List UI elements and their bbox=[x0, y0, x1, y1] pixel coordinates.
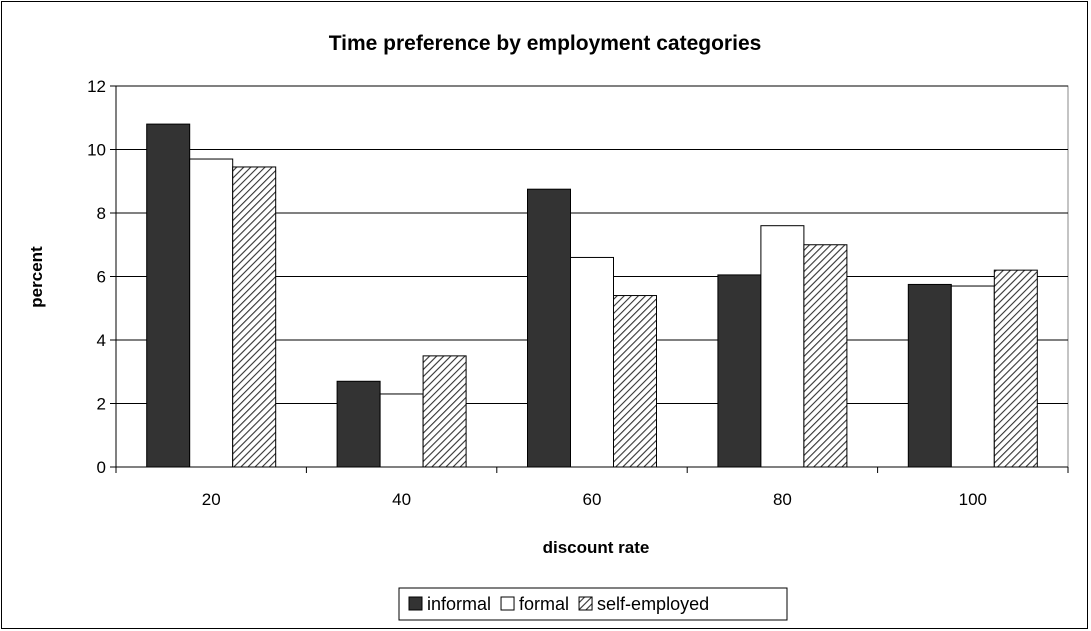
bar-formal-40 bbox=[380, 394, 423, 467]
x-tick-label: 40 bbox=[392, 490, 411, 509]
bar-formal-20 bbox=[190, 159, 233, 467]
x-tick-label: 20 bbox=[202, 490, 221, 509]
bar-self-employed-60 bbox=[614, 296, 657, 467]
x-axis-label: discount rate bbox=[543, 538, 650, 557]
bar-formal-100 bbox=[951, 286, 994, 467]
bar-informal-100 bbox=[908, 284, 951, 467]
x-tick-label: 80 bbox=[773, 490, 792, 509]
y-tick-label: 12 bbox=[87, 77, 106, 96]
legend-label-informal: informal bbox=[427, 594, 491, 614]
y-axis-label: percent bbox=[27, 246, 46, 308]
y-tick-label: 2 bbox=[97, 395, 106, 414]
chart-title: Time preference by employment categories bbox=[329, 32, 762, 55]
x-tick-labels: 20 40 60 80 100 bbox=[202, 490, 987, 509]
y-tick-label: 4 bbox=[97, 331, 106, 350]
legend-label-self-employed: self-employed bbox=[597, 594, 709, 614]
legend: informal formal self-employed bbox=[399, 588, 787, 620]
bar-informal-60 bbox=[528, 189, 571, 467]
legend-swatch-formal bbox=[501, 597, 514, 610]
y-tick-label: 10 bbox=[87, 141, 106, 160]
bar-self-employed-40 bbox=[423, 356, 466, 467]
y-tick-labels: 0 2 4 6 8 10 12 bbox=[87, 77, 106, 477]
legend-label-formal: formal bbox=[519, 594, 569, 614]
bar-formal-60 bbox=[571, 257, 614, 467]
legend-swatch-self-employed bbox=[579, 597, 592, 610]
bar-informal-80 bbox=[718, 275, 761, 467]
bar-informal-20 bbox=[147, 124, 190, 467]
x-tick-label: 60 bbox=[583, 490, 602, 509]
bar-self-employed-100 bbox=[994, 270, 1037, 467]
y-tick-label: 0 bbox=[97, 458, 106, 477]
y-tick-label: 8 bbox=[97, 204, 106, 223]
bar-self-employed-80 bbox=[804, 245, 847, 467]
bar-formal-80 bbox=[761, 226, 804, 467]
x-tick-label: 100 bbox=[959, 490, 987, 509]
bar-informal-40 bbox=[337, 381, 380, 467]
bar-self-employed-20 bbox=[233, 167, 276, 467]
y-tick-label: 6 bbox=[97, 268, 106, 287]
legend-swatch-informal bbox=[409, 597, 422, 610]
